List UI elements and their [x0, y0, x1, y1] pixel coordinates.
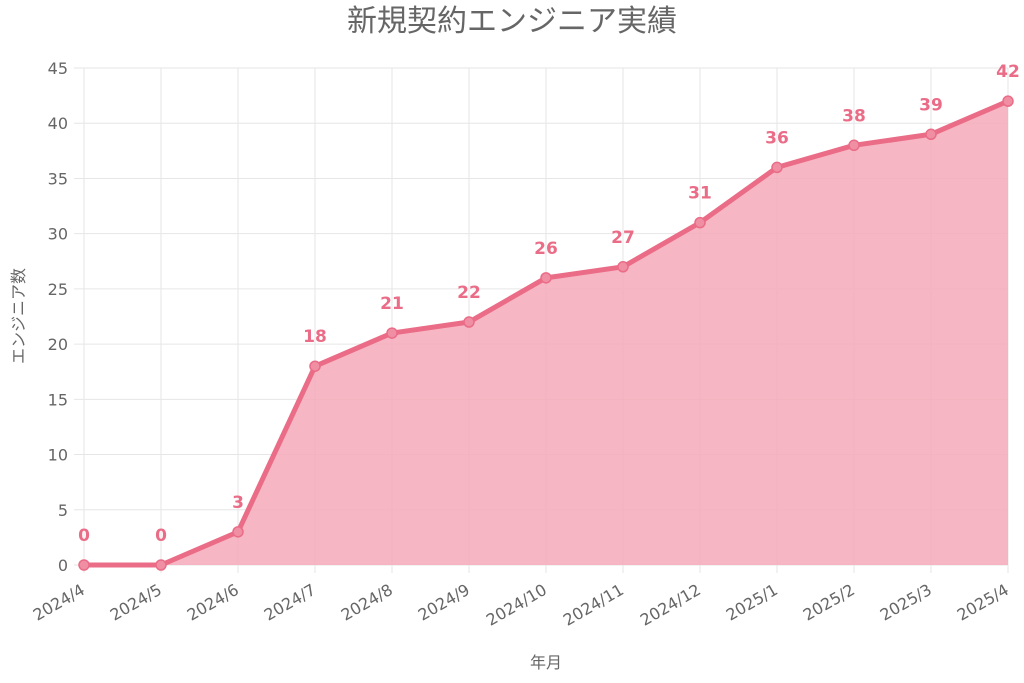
y-tick-label: 25: [48, 280, 68, 299]
x-tick-label: 2024/8: [338, 580, 396, 625]
data-label: 31: [688, 184, 712, 204]
y-tick-label: 35: [48, 169, 68, 188]
y-tick-label: 10: [48, 446, 68, 465]
data-label: 39: [919, 95, 943, 115]
x-tick-label: 2024/4: [30, 580, 88, 625]
x-tick-label: 2024/6: [184, 580, 242, 625]
data-point: [617, 261, 629, 273]
data-point: [540, 272, 552, 284]
x-axis-label: 年月: [530, 653, 562, 672]
y-tick-label: 5: [58, 501, 68, 520]
x-tick-label: 2024/7: [261, 580, 319, 625]
y-tick-label: 15: [48, 390, 68, 409]
data-label: 3: [232, 493, 244, 513]
x-tick-label: 2024/5: [107, 580, 165, 625]
x-tick-label: 2025/1: [723, 580, 781, 625]
data-point: [1002, 95, 1014, 107]
series-area: [84, 101, 1008, 565]
data-point: [848, 139, 860, 152]
x-tick-label: 2025/3: [877, 580, 935, 625]
data-label: 18: [303, 327, 327, 347]
data-point: [463, 316, 475, 328]
data-label: 36: [765, 128, 789, 148]
data-label: 21: [380, 294, 404, 314]
y-tick-label: 45: [48, 59, 68, 78]
data-point: [155, 559, 167, 571]
x-tick-label: 2025/2: [800, 580, 858, 625]
y-tick-label: 30: [48, 225, 68, 244]
data-label: 42: [996, 62, 1020, 82]
data-point: [925, 128, 937, 141]
data-label: 22: [457, 283, 481, 303]
data-point: [771, 161, 783, 174]
data-point: [386, 327, 398, 339]
data-label: 26: [534, 239, 558, 259]
data-point: [78, 559, 90, 571]
y-tick-label: 0: [58, 556, 68, 575]
y-tick-label: 40: [48, 114, 68, 133]
data-label: 0: [155, 526, 167, 546]
x-tick-label: 2024/9: [415, 580, 473, 625]
chart-title: 新規契約エンジニア実績: [347, 4, 677, 39]
data-label: 38: [842, 106, 866, 126]
x-tick-label: 2025/4: [954, 580, 1012, 625]
data-point: [694, 216, 706, 229]
x-tick-label: 2024/10: [483, 580, 550, 630]
data-label: 0: [78, 526, 90, 546]
x-tick-label: 2024/12: [637, 580, 704, 630]
x-tick-label: 2024/11: [560, 580, 627, 630]
data-labels: 0 0 3 18 21 22 26 27 31 36 38 39 42: [78, 62, 1020, 546]
points-layer: [78, 95, 1014, 571]
data-point: [232, 526, 244, 538]
y-tick-label: 20: [48, 335, 68, 354]
data-point: [309, 360, 321, 372]
data-label: 27: [611, 228, 635, 248]
y-axis-label: エンジニア数: [9, 268, 28, 364]
